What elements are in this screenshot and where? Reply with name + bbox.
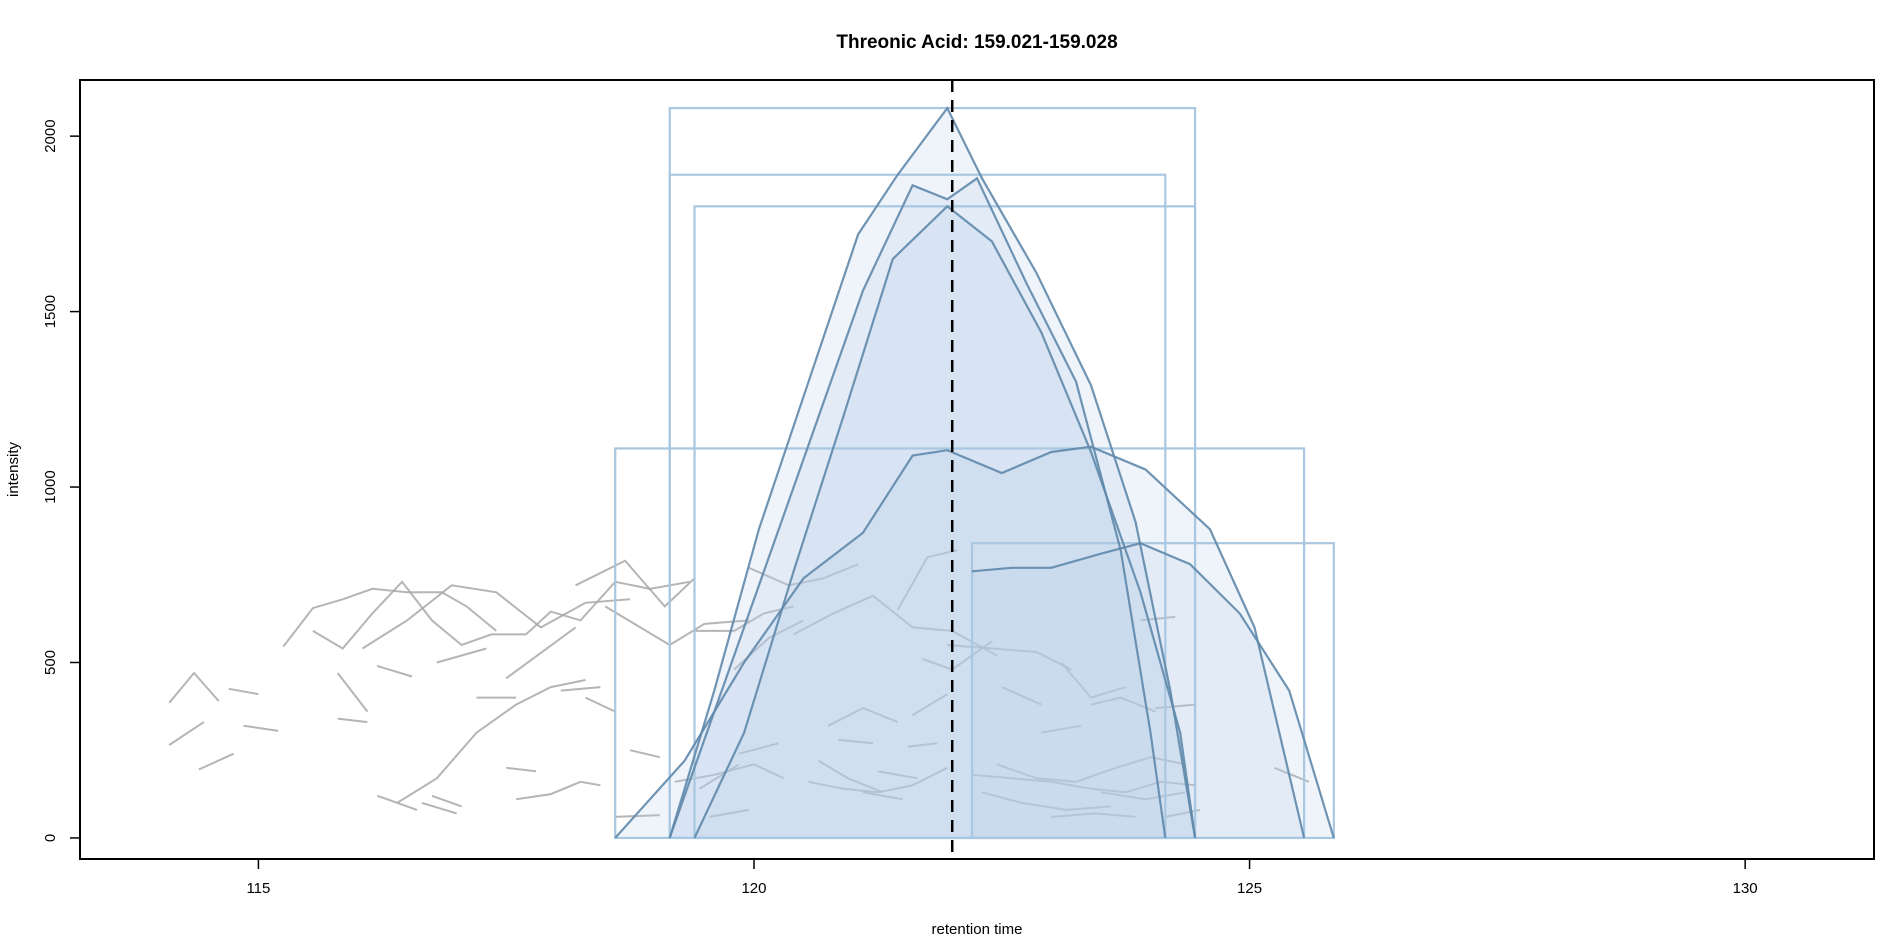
background-trace-9 [505,626,577,680]
background-trace-21 [515,780,601,801]
plot-area [168,80,1335,859]
background-trace-29 [694,605,794,632]
background-trace-40 [907,742,938,748]
background-trace-17 [421,801,457,815]
axes: 115 120 125 130 0 500 1000 1500 2000 [42,79,1875,897]
background-trace-45 [971,773,1196,794]
peak-rect-3 [614,447,1306,840]
background-trace-31 [748,563,859,587]
background-trace-41 [896,549,958,611]
x-tick-label-3: 130 [1733,880,1758,897]
y-tick-label-4: 2000 [42,119,59,152]
background-trace-22 [560,686,601,692]
background-trace-24 [615,814,660,818]
peak-line-1 [668,176,1167,839]
peak-rect-4 [970,542,1335,840]
background-trace-16 [396,679,586,804]
background-trace-3 [228,687,259,696]
peak-line-2 [693,204,1197,839]
peak-fill-1 [669,178,1166,838]
background-trace-53 [1100,791,1186,801]
background-trace-5 [282,587,497,648]
background-trace-15 [376,794,418,811]
background-trace-36 [827,707,899,727]
background-trace-20 [506,766,537,773]
background-trace-52 [1090,696,1156,713]
background-trace-32 [738,742,780,755]
y-tick-label-0: 0 [42,834,59,842]
background-trace-28 [709,808,750,818]
background-trace-50 [1051,812,1136,818]
background-trace-47 [996,756,1186,783]
background-trace-25 [629,749,661,759]
background-trace-4 [243,724,279,732]
background-trace-10 [575,559,696,608]
background-trace-48 [1001,686,1042,706]
background-trace-51 [1060,661,1126,699]
background-trace-8 [436,647,487,664]
background-trace-55 [1155,703,1196,710]
background-trace-43 [912,693,948,716]
background-trace-33 [793,594,998,657]
background-trace-18 [431,794,462,808]
background-trace-11 [604,605,750,647]
y-tick-label-3: 1500 [42,295,59,328]
plot-frame [79,79,1875,860]
peak-fill-2 [694,206,1196,838]
background-trace-35 [817,759,884,794]
y-tick-label-1: 500 [42,650,59,675]
x-tick-label-1: 120 [741,880,766,897]
background-trace-38 [862,791,903,801]
background-trace-39 [877,770,918,780]
y-axis-label: intensity [5,441,22,497]
x-axis-label: retention time [932,921,1023,938]
background-trace-34 [808,766,948,794]
x-tick-label-0: 115 [246,880,270,897]
background-trace-0 [168,671,220,704]
background-trace-49 [1041,724,1082,734]
peak-line-4 [971,542,1335,839]
background-trace-23 [585,696,616,713]
background-trace-54 [1140,615,1176,622]
background-trace-12 [336,672,369,713]
background-trace-2 [198,752,235,771]
peak-fill-4 [972,543,1334,838]
background-trace-7 [361,584,631,650]
background-trace-13 [337,717,368,724]
background-trace-1 [168,721,205,746]
peak-line-3 [614,445,1306,839]
background-trace-44 [947,644,1072,671]
peak-fill-0 [669,108,1196,838]
plot-content [168,80,1335,859]
background-trace-27 [698,763,740,790]
background-trace-46 [981,791,1111,811]
background-trace-37 [838,738,874,745]
x-tick-label-2: 125 [1237,880,1262,897]
peak-line-0 [668,106,1197,839]
chart-title: Threonic Acid: 159.021-159.028 [836,32,1117,53]
background-trace-14 [377,665,413,678]
y-tick-label-2: 1000 [42,470,59,503]
background-trace-6 [312,580,690,650]
